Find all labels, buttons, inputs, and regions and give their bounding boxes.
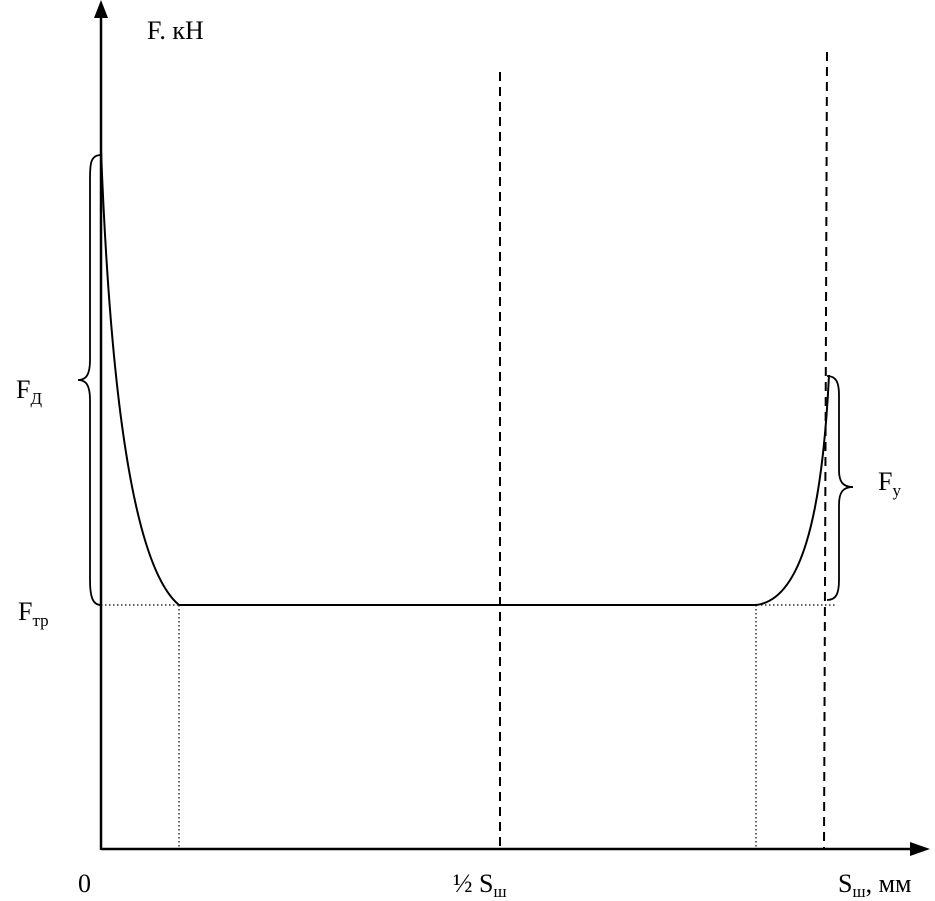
x-axis-arrow [910, 842, 930, 856]
half-stroke-label: ½ Sш [453, 869, 507, 901]
label-sub: тр [32, 611, 48, 630]
friction-label: Fтр [18, 597, 49, 630]
full-stroke-line [823, 51, 828, 850]
label-main: ½ S [453, 869, 493, 898]
origin-label: 0 [78, 869, 91, 898]
settle-brace [826, 375, 854, 601]
dynamic-label: FД [16, 375, 42, 408]
dynamic-brace [77, 154, 102, 606]
label-sub: у [892, 481, 901, 500]
label-sub: ш [493, 882, 506, 901]
x-axis-label: Sш, мм [838, 869, 911, 901]
force-curve [100, 149, 830, 606]
settle-label: Fу [878, 467, 901, 500]
label-unit: , мм [866, 869, 912, 898]
y-axis-arrow [94, 0, 108, 18]
label-main: F [18, 597, 32, 626]
label-main: F [16, 375, 30, 404]
label-main: F [878, 467, 892, 496]
label-sub: Д [30, 389, 42, 408]
label-sub: ш [852, 882, 865, 901]
y-axis-label: F. кН [147, 16, 204, 45]
label-main: S [838, 869, 852, 898]
